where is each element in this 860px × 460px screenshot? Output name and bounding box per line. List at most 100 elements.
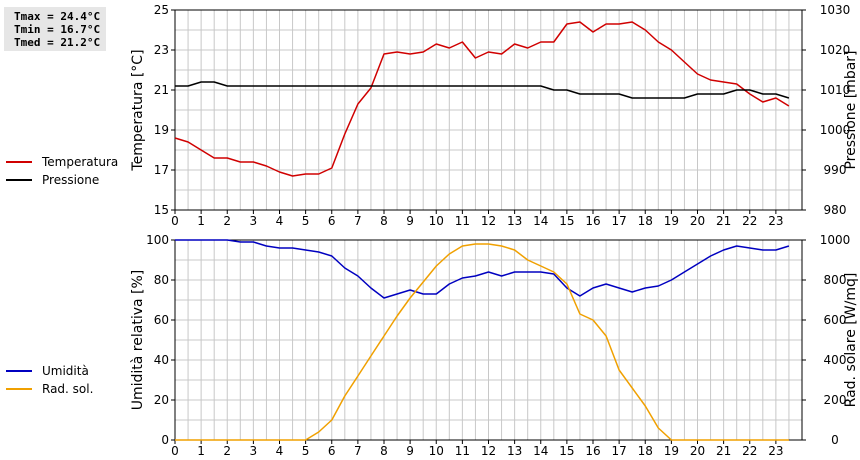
- legend-item-temperature: Temperatura: [6, 153, 118, 171]
- y-tick-label: 21: [154, 83, 169, 97]
- x-tick-label: 12: [481, 444, 496, 458]
- y-tick-label: 23: [154, 43, 169, 57]
- x-tick-label: 21: [716, 214, 731, 228]
- series-line-pressure: [175, 81, 790, 99]
- x-tick-label: 17: [611, 214, 626, 228]
- x-tick-label: 19: [664, 444, 679, 458]
- x-tick-label: 17: [611, 444, 626, 458]
- x-tick-label: 16: [585, 214, 600, 228]
- legend-label-pressure: Pressione: [42, 173, 100, 187]
- x-tick-label: 7: [354, 444, 362, 458]
- x-tick-label: 16: [585, 444, 600, 458]
- x-tick-label: 10: [429, 214, 444, 228]
- chart-panel-2: 0 1 2 3 4 5 6 7 8 9 10 11 12 13 14 15 16 17 18 19 20 21 22 2302…: [130, 233, 859, 458]
- legend-top: Temperatura Pressione: [6, 153, 118, 189]
- x-tick-label: 9: [406, 214, 414, 228]
- y2-tick-label: 1010: [820, 83, 851, 97]
- legend-item-solar: Rad. sol.: [6, 380, 93, 398]
- x-tick-label: 2: [223, 214, 231, 228]
- y2-tick-label: 0: [831, 433, 839, 447]
- x-tick-label: 14: [533, 444, 548, 458]
- x-tick-label: 11: [455, 214, 470, 228]
- legend-swatch-solar: [6, 388, 32, 390]
- x-tick-label: 5: [302, 214, 310, 228]
- x-tick-label: 23: [768, 214, 783, 228]
- y-tick-label: 15: [154, 203, 169, 217]
- x-tick-label: 6: [328, 214, 336, 228]
- x-tick-label: 13: [507, 444, 522, 458]
- y2-tick-label: 800: [824, 273, 847, 287]
- x-tick-label: 18: [638, 214, 653, 228]
- x-tick-label: 7: [354, 214, 362, 228]
- y-tick-label: 17: [154, 163, 169, 177]
- y-tick-label: 40: [154, 353, 169, 367]
- y-tick-label: 60: [154, 313, 169, 327]
- x-tick-label: 9: [406, 444, 414, 458]
- legend-label-solar: Rad. sol.: [42, 382, 94, 396]
- x-tick-label: 1: [197, 444, 205, 458]
- x-tick-label: 4: [276, 444, 284, 458]
- series-line-solar: [175, 243, 789, 441]
- x-tick-label: 20: [690, 444, 705, 458]
- tmax-label: Tmax = 24.4°C: [14, 10, 101, 23]
- legend-item-pressure: Pressione: [6, 171, 118, 189]
- y-tick-label: 80: [154, 273, 169, 287]
- series-line-temperature: [174, 21, 790, 177]
- legend-bottom: Umidità Rad. sol.: [6, 362, 93, 398]
- legend-item-humidity: Umidità: [6, 362, 93, 380]
- x-tick-label: 3: [250, 214, 258, 228]
- x-tick-label: 20: [690, 214, 705, 228]
- x-tick-label: 6: [328, 444, 336, 458]
- x-tick-label: 0: [171, 214, 179, 228]
- x-tick-label: 10: [429, 444, 444, 458]
- x-tick-label: 18: [638, 444, 653, 458]
- y2-axis-title: Pressione [mbar]: [843, 50, 859, 169]
- y2-tick-label: 1000: [820, 233, 851, 247]
- y-tick-label: 19: [154, 123, 169, 137]
- x-tick-label: 14: [533, 214, 548, 228]
- legend-swatch-pressure: [6, 179, 32, 181]
- x-tick-label: 0: [171, 444, 179, 458]
- x-tick-label: 12: [481, 214, 496, 228]
- y2-tick-label: 980: [824, 203, 847, 217]
- x-tick-label: 8: [380, 444, 388, 458]
- x-tick-label: 15: [559, 444, 574, 458]
- x-tick-label: 4: [276, 214, 284, 228]
- y-tick-label: 25: [154, 3, 169, 17]
- x-tick-label: 22: [742, 444, 757, 458]
- y-tick-label: 100: [146, 233, 169, 247]
- y2-tick-label: 600: [824, 313, 847, 327]
- x-tick-label: 22: [742, 214, 757, 228]
- y-tick-label: 20: [154, 393, 169, 407]
- legend-label-temperature: Temperatura: [42, 155, 119, 169]
- x-tick-label: 5: [302, 444, 310, 458]
- y2-tick-label: 990: [824, 163, 847, 177]
- y-axis-title: Umidità relativa [%]: [130, 270, 146, 411]
- tmin-label: Tmin = 16.7°C: [14, 23, 101, 36]
- y2-tick-label: 1030: [820, 3, 851, 17]
- y2-tick-label: 1000: [820, 123, 851, 137]
- chart-panel-1: 0 1 2 3 4 5 6 7 8 9 10 11 12 13 14 15 16 17 18 19 20 21 22 2315…: [130, 3, 859, 228]
- y2-tick-label: 400: [824, 353, 847, 367]
- y-axis-title: Temperatura [°C]: [130, 49, 146, 171]
- x-tick-label: 1: [197, 214, 205, 228]
- x-tick-label: 19: [664, 214, 679, 228]
- y-tick-label: 0: [161, 433, 169, 447]
- legend-label-humidity: Umidità: [42, 364, 89, 378]
- x-tick-label: 11: [455, 444, 470, 458]
- y2-tick-label: 200: [824, 393, 847, 407]
- y2-tick-label: 1020: [820, 43, 851, 57]
- x-tick-label: 3: [250, 444, 258, 458]
- x-tick-label: 8: [380, 214, 388, 228]
- legend-swatch-humidity: [6, 370, 32, 372]
- y2-axis-title: Rad. solare [W/mq]: [843, 273, 859, 408]
- legend-swatch-temperature: [6, 161, 32, 163]
- tmed-label: Tmed = 21.2°C: [14, 36, 101, 49]
- x-tick-label: 23: [768, 444, 783, 458]
- stats-box: Tmax = 24.4°C Tmin = 16.7°C Tmed = 21.2°…: [4, 7, 106, 51]
- x-tick-label: 13: [507, 214, 522, 228]
- x-tick-label: 2: [223, 444, 231, 458]
- x-tick-label: 21: [716, 444, 731, 458]
- x-tick-label: 15: [559, 214, 574, 228]
